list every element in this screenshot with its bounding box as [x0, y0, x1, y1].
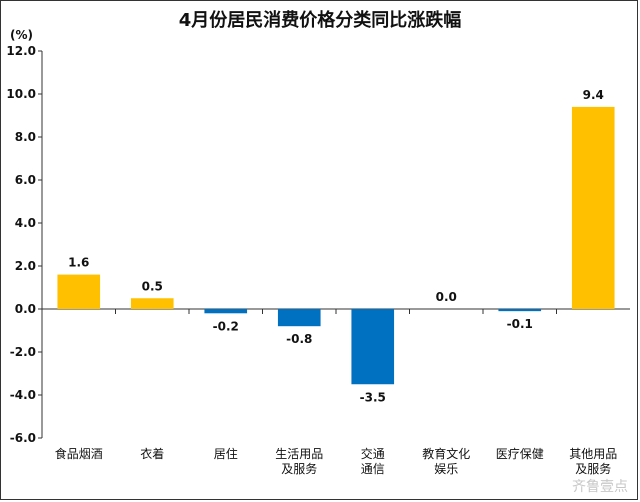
data-label: -3.5: [360, 390, 386, 404]
x-category-label: 其他用品及服务: [569, 447, 617, 476]
x-category-label-line: 食品烟酒: [55, 446, 103, 461]
y-tick-label: -4.0: [10, 388, 36, 402]
x-category-label-line: 其他用品: [569, 447, 617, 461]
chart-title: 4月份居民消费价格分类同比涨跌幅: [178, 10, 462, 31]
bar: [204, 309, 248, 314]
x-category-label-line: 教育文化: [422, 446, 470, 461]
data-label: -0.2: [213, 319, 239, 333]
x-category-label: 衣着: [140, 446, 164, 461]
bar: [130, 298, 174, 309]
y-tick-label: 12.0: [6, 44, 36, 58]
x-category-label-line: 娱乐: [434, 462, 458, 476]
x-category-label: 生活用品及服务: [275, 447, 323, 476]
y-tick-label: 8.0: [15, 130, 36, 144]
y-tick-label: 4.0: [15, 216, 36, 230]
x-category-label-line: 医疗保健: [496, 447, 544, 461]
bar: [571, 106, 615, 310]
data-label: 0.0: [436, 290, 457, 304]
bar: [57, 274, 101, 309]
y-tick-label: 6.0: [15, 173, 36, 187]
x-category-label: 医疗保健: [496, 447, 544, 461]
x-category-label: 教育文化娱乐: [422, 446, 470, 476]
x-category-label-line: 通信: [361, 462, 385, 476]
x-category-label-line: 交通: [361, 446, 385, 461]
y-tick-label: 10.0: [6, 87, 36, 101]
x-category-label: 食品烟酒: [55, 446, 103, 461]
data-label: 9.4: [583, 88, 604, 102]
x-category-label: 交通通信: [361, 446, 385, 476]
x-category-label-line: 及服务: [281, 461, 317, 476]
x-category-label: 居住: [214, 447, 238, 461]
data-label: 1.6: [68, 256, 89, 270]
x-category-label-line: 及服务: [575, 461, 611, 476]
y-tick-label: -2.0: [10, 345, 36, 359]
bar: [277, 309, 321, 327]
bar: [351, 309, 395, 385]
y-tick-label: 0.0: [15, 302, 36, 316]
watermark-text: 齐鲁壹点: [572, 479, 628, 495]
x-category-label-line: 居住: [214, 447, 238, 461]
x-category-label-line: 衣着: [140, 446, 164, 461]
y-axis-unit: (%): [10, 28, 33, 42]
x-category-label-line: 生活用品: [275, 447, 323, 461]
y-tick-label: -6.0: [10, 431, 36, 445]
data-label: -0.1: [507, 317, 533, 331]
data-label: 0.5: [142, 279, 163, 293]
bar: [498, 309, 542, 312]
y-tick-label: 2.0: [15, 259, 36, 273]
data-label: -0.8: [286, 332, 312, 346]
